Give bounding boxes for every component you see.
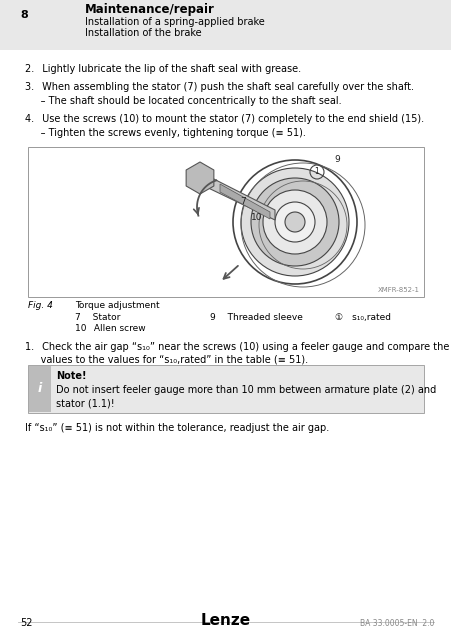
Text: Do not insert feeler gauge more than 10 mm between armature plate (2) and: Do not insert feeler gauge more than 10 … xyxy=(56,385,435,395)
Text: Maintenance/repair: Maintenance/repair xyxy=(85,3,214,17)
Text: 9   Threaded sleeve: 9 Threaded sleeve xyxy=(210,313,302,322)
Text: 2.  Lightly lubricate the lip of the shaft seal with grease.: 2. Lightly lubricate the lip of the shaf… xyxy=(25,64,300,74)
Text: 10  Allen screw: 10 Allen screw xyxy=(75,324,145,333)
Text: 4.  Use the screws (10) to mount the stator (7) completely to the end shield (15: 4. Use the screws (10) to mount the stat… xyxy=(25,114,423,124)
Circle shape xyxy=(274,202,314,242)
Text: Fig. 4: Fig. 4 xyxy=(28,301,53,310)
Bar xyxy=(28,365,423,413)
Text: 9: 9 xyxy=(333,156,339,164)
Circle shape xyxy=(250,178,338,266)
Text: If “s₁₀” (≡ 51) is not within the tolerance, readjust the air gap.: If “s₁₀” (≡ 51) is not within the tolera… xyxy=(25,423,328,433)
Polygon shape xyxy=(220,184,269,219)
Text: stator (1.1)!: stator (1.1)! xyxy=(56,398,115,408)
Text: 10: 10 xyxy=(251,212,262,221)
Bar xyxy=(29,366,51,412)
Text: Installation of the brake: Installation of the brake xyxy=(85,28,201,38)
Text: ①  s₁₀,rated: ① s₁₀,rated xyxy=(334,313,390,322)
Circle shape xyxy=(240,168,348,276)
Text: Note!: Note! xyxy=(56,371,86,381)
Text: 52: 52 xyxy=(20,618,32,628)
Text: 8: 8 xyxy=(20,10,28,20)
Polygon shape xyxy=(186,162,213,194)
Bar xyxy=(28,147,423,297)
Text: BA 33.0005-EN  2.0: BA 33.0005-EN 2.0 xyxy=(359,619,433,628)
Text: 7: 7 xyxy=(239,198,245,207)
Circle shape xyxy=(285,212,304,232)
Text: 1.  Check the air gap “s₁₀” near the screws (10) using a feeler gauge and compar: 1. Check the air gap “s₁₀” near the scre… xyxy=(25,342,448,352)
Text: – The shaft should be located concentrically to the shaft seal.: – The shaft should be located concentric… xyxy=(25,96,341,106)
Text: 3.  When assembling the stator (7) push the shaft seal carefully over the shaft.: 3. When assembling the stator (7) push t… xyxy=(25,82,413,92)
Circle shape xyxy=(262,190,326,254)
Text: Installation of a spring-applied brake: Installation of a spring-applied brake xyxy=(85,17,264,27)
Text: XMFR-852-1: XMFR-852-1 xyxy=(377,287,419,293)
Text: Torque adjustment: Torque adjustment xyxy=(75,301,159,310)
Text: i: i xyxy=(38,383,42,396)
Text: 1: 1 xyxy=(314,168,319,177)
Polygon shape xyxy=(199,172,274,220)
Text: 7   Stator: 7 Stator xyxy=(75,313,120,322)
Text: values to the values for “s₁₀,rated” in the table (≡ 51).: values to the values for “s₁₀,rated” in … xyxy=(25,355,308,365)
Bar xyxy=(0,0,451,50)
Text: – Tighten the screws evenly, tightening torque (≡ 51).: – Tighten the screws evenly, tightening … xyxy=(25,128,305,138)
Text: Lenze: Lenze xyxy=(201,613,250,628)
